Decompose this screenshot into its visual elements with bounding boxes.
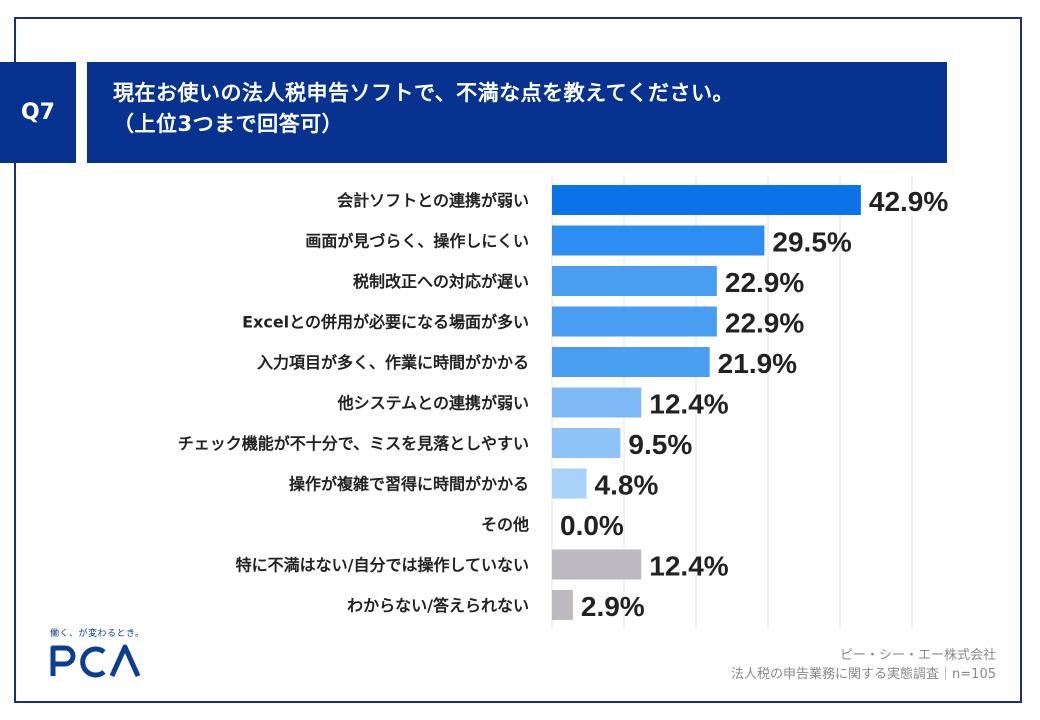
value-label: 22.9% — [725, 308, 804, 339]
value-label: 2.9% — [581, 591, 645, 622]
pca-logo — [50, 644, 141, 678]
bar — [552, 387, 642, 418]
value-label: 22.9% — [725, 267, 804, 298]
source-note: ピー・シー・エー株式会社 法人税の申告業務に関する実態調査｜n=105 — [731, 646, 996, 684]
bar — [552, 347, 710, 377]
bar — [552, 428, 621, 458]
value-label: 4.8% — [595, 470, 659, 501]
value-label: 21.9% — [718, 348, 797, 379]
bar — [552, 549, 642, 580]
question-number-badge: Q7 — [0, 62, 76, 163]
category-label: 操作が複雑で習得に時間がかかる — [289, 475, 529, 494]
bar — [552, 185, 861, 215]
chart-value-labels: 42.9% 29.5% 22.9% 22.9% 21.9% 12.4% 9.5% 4.8% 0.… — [560, 186, 948, 622]
bar — [552, 590, 573, 620]
category-label: わからない/答えられない — [347, 596, 529, 615]
survey-name: 法人税の申告業務に関する実態調査｜n=105 — [731, 667, 996, 682]
category-label: 会計ソフトとの連携が弱い — [337, 191, 529, 210]
category-label: 税制改正への対応が遅い — [353, 272, 529, 291]
value-label: 29.5% — [772, 227, 851, 258]
chart-bars — [552, 185, 861, 620]
value-label: 9.5% — [628, 429, 692, 460]
category-label: 入力項目が多く、作業に時間がかかる — [257, 353, 529, 372]
company-name: ピー・シー・エー株式会社 — [839, 648, 996, 663]
value-label: 12.4% — [649, 551, 728, 582]
value-label: 0.0% — [560, 510, 624, 541]
question-note: （上位3つまで回答可） — [113, 112, 344, 136]
bar — [552, 225, 765, 256]
question-header: 現在お使いの法人税申告ソフトで、不満な点を教えてください。 （上位3つまで回答可… — [87, 62, 947, 163]
question-text: 現在お使いの法人税申告ソフトで、不満な点を教えてください。 — [113, 81, 734, 105]
brand-tagline: 働く、が変わるとき。 — [50, 629, 145, 639]
category-label: Excelとの併用が必要になる場面が多い — [242, 313, 529, 332]
category-label: 他システムとの連携が弱い — [337, 394, 529, 413]
value-label: 42.9% — [869, 186, 948, 217]
brand-block: 働く、が変わるとき。 — [50, 626, 145, 683]
bar — [552, 266, 717, 296]
category-label: チェック機能が不十分で、ミスを見落としやすい — [178, 434, 529, 453]
category-label: その他 — [481, 515, 529, 534]
category-label: 特に不満はない/自分では操作していない — [236, 556, 529, 575]
question-number: Q7 — [20, 100, 55, 125]
bar — [552, 468, 587, 499]
bar — [552, 306, 717, 337]
category-label: 画面が見づらく、操作しにくい — [305, 232, 529, 251]
value-label: 12.4% — [649, 389, 728, 420]
